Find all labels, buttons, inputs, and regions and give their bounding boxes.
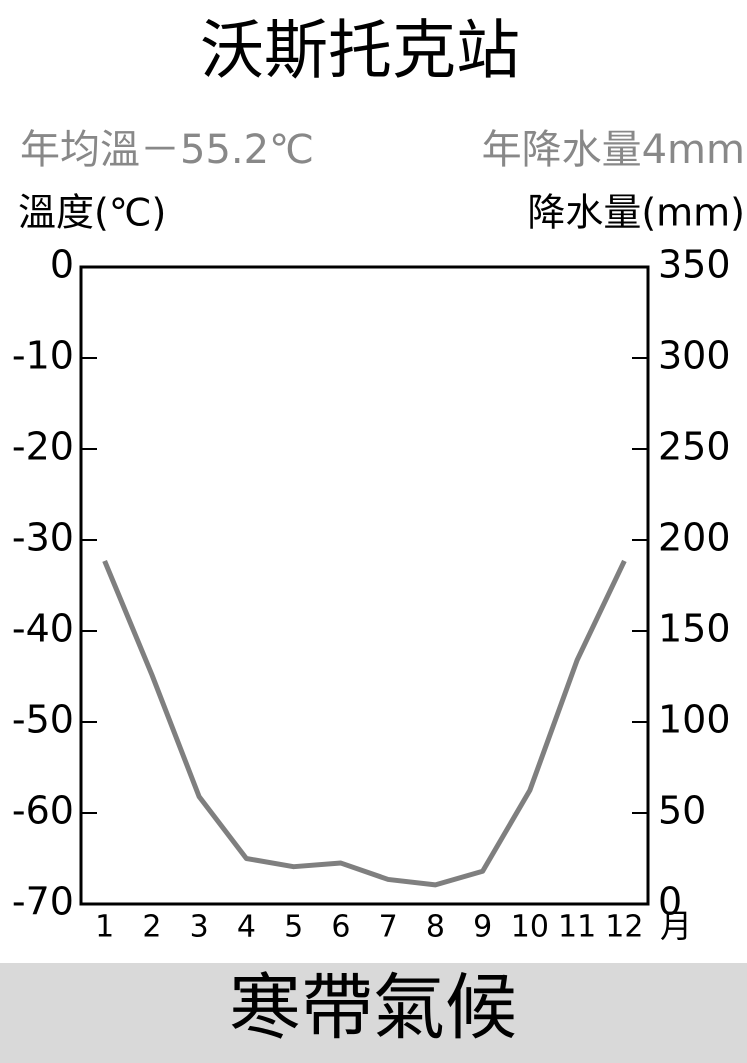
annotation: 年均溫－55.2℃ <box>20 127 314 173</box>
temperature-line <box>102 559 627 888</box>
y-tick-label: -10 <box>12 334 74 378</box>
plot-frame <box>79 265 650 906</box>
y2-tick-label: 300 <box>658 334 731 378</box>
banner <box>0 963 747 1063</box>
annotation: 年降水量4mm <box>482 127 745 173</box>
x-tick-label: 7 <box>379 910 398 945</box>
x-tick-label: 9 <box>473 910 492 945</box>
x-tick-label: 1 <box>95 910 114 945</box>
y-tick-label: 0 <box>50 243 74 287</box>
y2-tick-label: 50 <box>658 789 706 833</box>
y2-tick-label: 200 <box>658 516 731 560</box>
x-tick-label: 6 <box>331 910 350 945</box>
x-tick-label: 10 <box>511 910 549 945</box>
y2-axis-label: 降水量(mm) <box>527 191 745 235</box>
chart-title: 沃斯托克站 <box>200 15 520 89</box>
y-tick-label: -30 <box>12 516 74 560</box>
x-tick-label: 12 <box>605 910 643 945</box>
x-tick-label: 4 <box>237 910 256 945</box>
climate-type: 寒帶氣候 <box>229 966 517 1050</box>
x-tick-label: 2 <box>142 910 161 945</box>
y2-tick-label: 350 <box>658 243 731 287</box>
y2-tick-label: 0 <box>658 880 682 924</box>
x-tick-label: 8 <box>426 910 445 945</box>
x-tick-label: 3 <box>190 910 209 945</box>
y-tick-label: -20 <box>12 425 74 469</box>
y-tick-label: -50 <box>12 698 74 742</box>
y2-tick-label: 100 <box>658 698 731 742</box>
y2-tick-label: 150 <box>658 607 731 651</box>
y-tick-label: -60 <box>12 789 74 833</box>
x-tick-label: 5 <box>284 910 303 945</box>
y-tick-label: -70 <box>12 880 74 924</box>
x-axis-label: 月 <box>660 907 692 945</box>
x-tick-label: 11 <box>558 910 596 945</box>
y2-tick-label: 250 <box>658 425 731 469</box>
y-tick-label: -40 <box>12 607 74 651</box>
y-axis-label: 溫度(℃) <box>18 191 166 235</box>
